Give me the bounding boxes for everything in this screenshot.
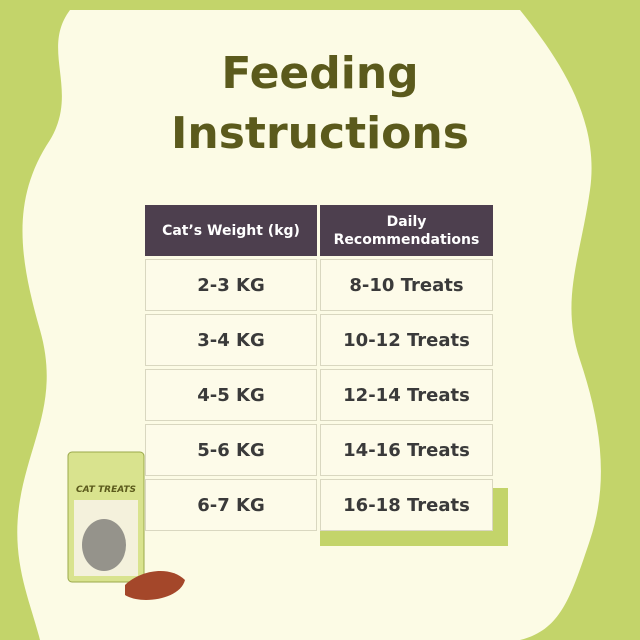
table-cell: 4-5 KG [145,369,317,421]
table-cell: 12-14 Treats [320,369,493,421]
title-line: Instructions [171,108,469,159]
table-cell: 14-16 Treats [320,424,493,476]
table-cell: 6-7 KG [145,479,317,531]
table-cell: 2-3 KG [145,259,317,311]
table-cell: 10-12 Treats [320,314,493,366]
header-cell: Daily Recommendations [320,205,493,256]
table-cell: 5-6 KG [145,424,317,476]
package-label: CAT TREATS [76,485,136,495]
table-cell: 8-10 Treats [320,259,493,311]
table-cell: 16-18 Treats [320,479,493,531]
product-package: CAT TREATS [67,451,185,600]
header-cell: Cat’s Weight (kg) [145,205,317,256]
title-line: Feeding [221,48,419,99]
table-cell: 3-4 KG [145,314,317,366]
